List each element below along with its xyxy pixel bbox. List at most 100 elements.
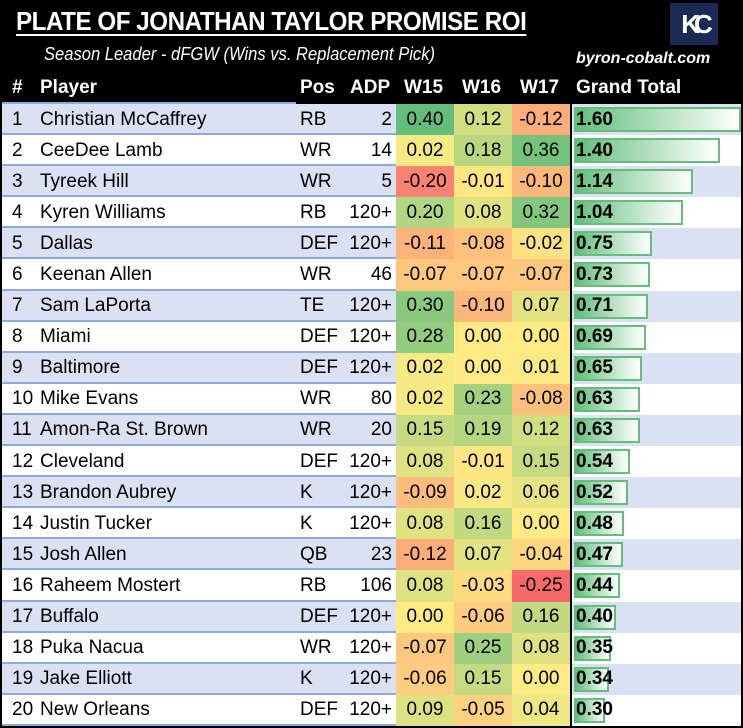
rank: 19 xyxy=(12,668,34,690)
grand-total-cell: 1.40 xyxy=(572,135,741,167)
position: RB xyxy=(300,108,327,130)
player-name: Josh Allen xyxy=(40,543,127,565)
table-row: 4 Kyren Williams RB 120+ 0.20 0.08 0.32 1.04 xyxy=(2,197,741,229)
week-17-value: 0.00 xyxy=(512,508,570,540)
week-16-value: 0.00 xyxy=(454,352,512,384)
grand-total-bar xyxy=(574,231,652,257)
position: K xyxy=(300,668,313,690)
row-background xyxy=(2,414,396,447)
position: WR xyxy=(300,419,332,441)
row-background xyxy=(2,228,396,260)
grand-total-cell: 1.14 xyxy=(572,166,741,198)
adp: 5 xyxy=(381,170,392,192)
rank: 1 xyxy=(12,108,23,130)
grand-total-bar xyxy=(574,262,650,288)
week-15-value: 0.28 xyxy=(396,321,454,353)
grand-total-value: 0.52 xyxy=(576,481,613,503)
week-15-value: 0.08 xyxy=(396,570,454,602)
week-17-value: 0.01 xyxy=(512,352,570,384)
player-name: Amon-Ra St. Brown xyxy=(40,419,208,441)
position: RB xyxy=(300,201,327,223)
player-name: Raheem Mostert xyxy=(40,574,181,596)
adp: 120+ xyxy=(349,637,392,659)
table-row: 7 Sam LaPorta TE 120+ 0.30 -0.10 0.07 0.71 xyxy=(2,290,741,322)
grand-total-bar xyxy=(574,697,605,723)
week-15-value: -0.12 xyxy=(396,539,454,571)
week-17-value: 0.12 xyxy=(512,414,570,447)
player-name: Brandon Aubrey xyxy=(40,481,177,503)
adp: 120+ xyxy=(349,295,392,317)
table-row: 6 Keenan Allen WR 46 -0.07 -0.07 -0.07 0.73 xyxy=(2,259,741,291)
grand-total-bar xyxy=(574,417,640,443)
table-row: 20 New Orleans DEF 120+ 0.09 -0.05 0.04 0.30 xyxy=(2,694,741,726)
position: WR xyxy=(300,637,332,659)
grand-total-value: 0.44 xyxy=(576,574,613,596)
week-16-value: 0.23 xyxy=(454,383,512,415)
grand-total-bar xyxy=(574,666,609,692)
week-17-value: 0.00 xyxy=(512,663,570,695)
position: WR xyxy=(300,170,332,192)
row-background xyxy=(2,290,396,322)
week-16-value: 0.18 xyxy=(454,135,512,167)
week-17-value: 0.04 xyxy=(512,694,570,726)
player-name: CeeDee Lamb xyxy=(40,139,163,161)
grand-total-value: 0.34 xyxy=(576,668,613,690)
rank: 16 xyxy=(12,574,34,596)
week-15-value: 0.30 xyxy=(396,290,454,322)
row-background xyxy=(2,570,396,602)
row-background xyxy=(2,508,396,540)
grand-total-cell: 0.40 xyxy=(572,601,741,633)
grand-total-bar xyxy=(574,324,646,350)
player-name: Jake Elliott xyxy=(40,668,132,690)
table-row: 12 Cleveland DEF 120+ 0.08 -0.01 0.15 0.54 xyxy=(2,446,741,478)
rank: 12 xyxy=(12,450,34,472)
week-17-value: -0.12 xyxy=(512,104,570,136)
adp: 20 xyxy=(370,419,392,441)
rank: 9 xyxy=(12,357,23,379)
rank: 15 xyxy=(12,543,34,565)
position: DEF xyxy=(300,699,338,721)
grand-total-value: 1.40 xyxy=(576,139,613,161)
grand-total-bar xyxy=(574,542,623,568)
week-17-value: 0.32 xyxy=(512,197,570,229)
week-16-value: -0.03 xyxy=(454,570,512,602)
adp: 23 xyxy=(370,543,392,565)
grand-total-value: 0.63 xyxy=(576,419,613,441)
adp: 120+ xyxy=(349,201,392,223)
week-17-value: -0.07 xyxy=(512,259,570,291)
table-row: 15 Josh Allen QB 23 -0.12 0.07 -0.04 0.47 xyxy=(2,539,741,571)
week-17-value: 0.00 xyxy=(512,321,570,353)
week-17-value: 0.06 xyxy=(512,477,570,509)
position: K xyxy=(300,481,313,503)
adp: 80 xyxy=(370,388,392,410)
table-row: 19 Jake Elliott K 120+ -0.06 0.15 0.00 0.34 xyxy=(2,663,741,695)
grand-total-value: 1.14 xyxy=(576,170,613,192)
position: K xyxy=(300,512,313,534)
week-16-value: 0.25 xyxy=(454,632,512,664)
grand-total-value: 0.48 xyxy=(576,512,613,534)
table-row: 11 Amon-Ra St. Brown WR 20 0.15 0.19 0.12 0.63 xyxy=(2,414,741,447)
table-header: # Player Pos ADP W15 W16 W17 Grand Total xyxy=(2,75,741,104)
table-body: 1 Christian McCaffrey RB 2 0.40 0.12 -0.12 1.60… xyxy=(2,104,741,726)
week-17-value: 0.16 xyxy=(512,601,570,633)
header-underline xyxy=(2,102,296,104)
player-name: Sam LaPorta xyxy=(40,295,151,317)
table-row: 10 Mike Evans WR 80 0.02 0.23 -0.08 0.63 xyxy=(2,383,741,415)
row-background xyxy=(2,166,396,198)
page-title: PLATE OF JONATHAN TAYLOR PROMISE ROI xyxy=(16,6,527,36)
grand-total-value: 0.30 xyxy=(576,699,613,721)
header-pos: Pos xyxy=(300,77,335,98)
week-16-value: -0.01 xyxy=(454,446,512,478)
grand-total-value: 0.73 xyxy=(576,264,613,286)
week-15-value: -0.06 xyxy=(396,663,454,695)
rank: 20 xyxy=(12,699,34,721)
week-16-value: -0.06 xyxy=(454,601,512,633)
grand-total-bar xyxy=(574,169,693,195)
grand-total-value: 1.04 xyxy=(576,201,613,223)
grand-total-cell: 0.63 xyxy=(572,383,741,415)
byron-cobalt-logo: KC xyxy=(670,3,718,45)
row-background xyxy=(2,632,396,664)
grand-total-value: 0.54 xyxy=(576,450,613,472)
rank: 18 xyxy=(12,637,34,659)
rank: 13 xyxy=(12,481,34,503)
